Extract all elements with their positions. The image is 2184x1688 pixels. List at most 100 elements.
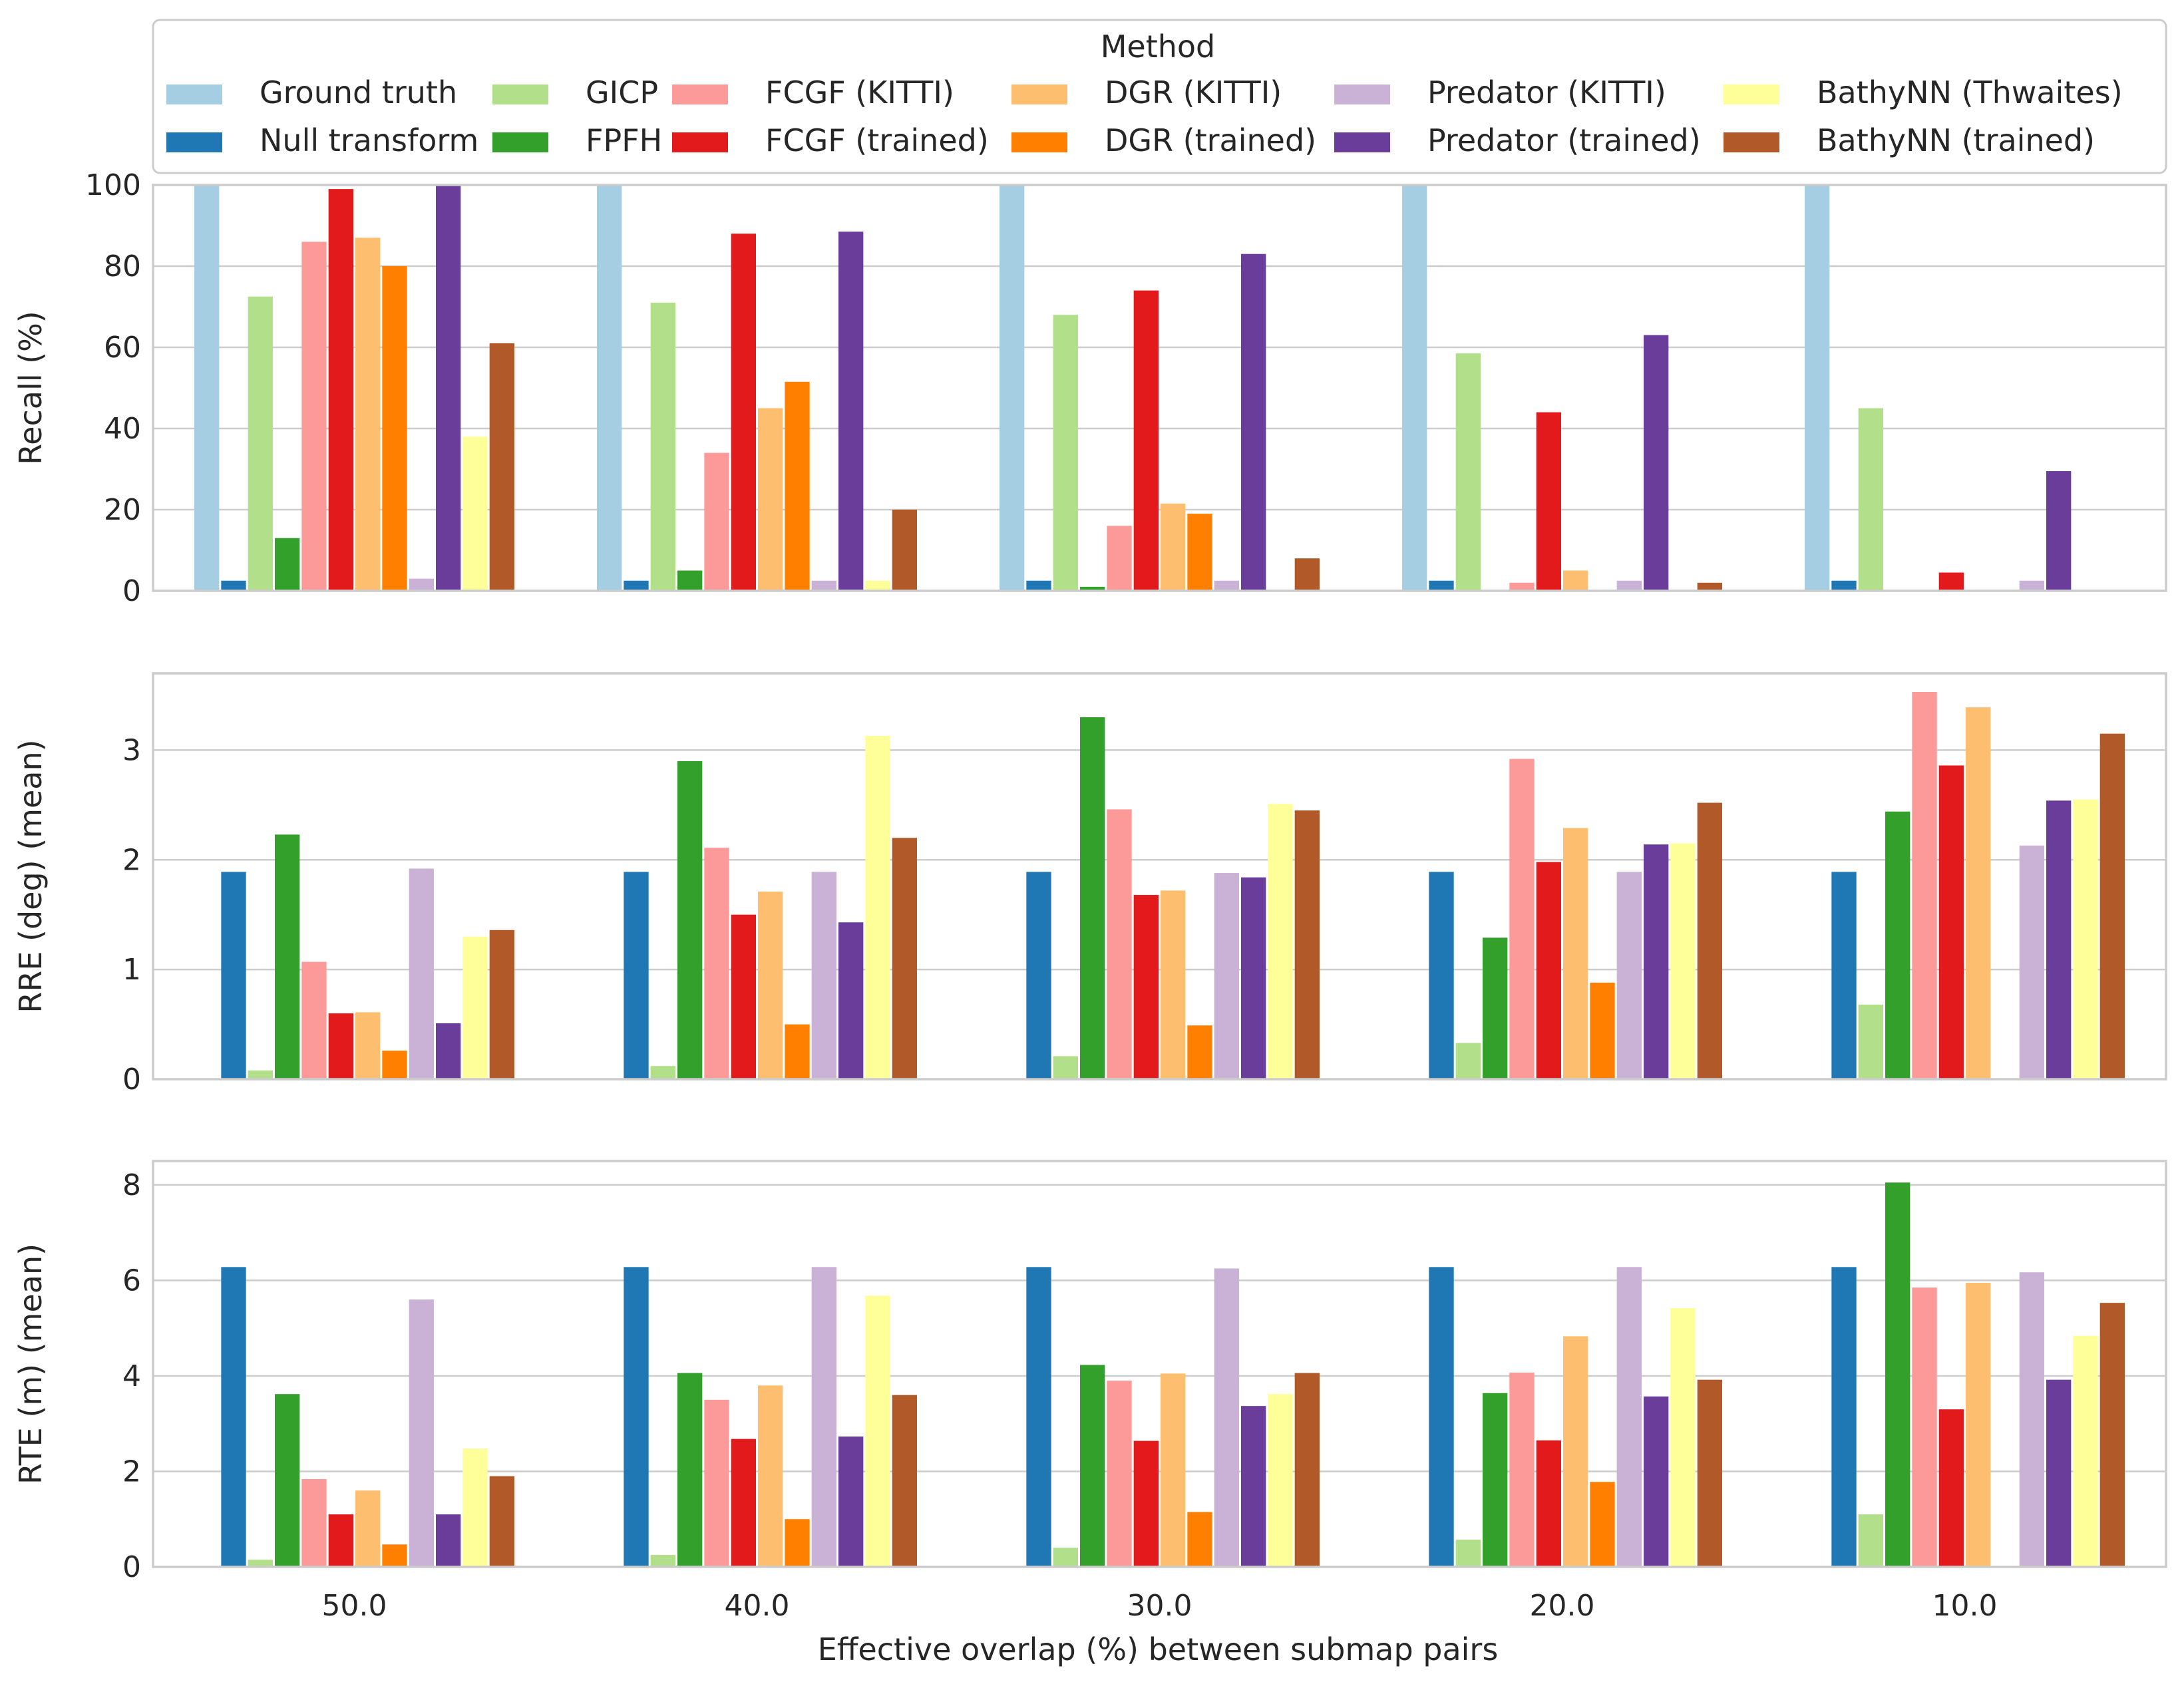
bar-null-transform-10.0 [1831,580,1857,591]
y-axis-title: RRE (deg) (mean) [13,739,49,1013]
bar-predator-kitti-10.0 [2019,1272,2044,1567]
bar-dgr-trained-50.0 [382,266,407,591]
bar-fpfh-30.0 [1080,717,1105,1079]
legend-swatch [166,132,222,152]
bar-predator-trained-20.0 [1644,844,1669,1079]
bar-fcgf-kitti-50.0 [301,242,327,591]
bar-fcgf-trained-10.0 [1938,572,1964,591]
bar-dgr-trained-20.0 [1590,982,1615,1079]
x-tick-label: 30.0 [1127,1589,1192,1623]
bar-gicp-40.0 [650,1555,675,1567]
bar-fcgf-trained-20.0 [1536,1440,1561,1567]
bar-predator-kitti-50.0 [409,578,434,591]
plot-frame [152,1160,2167,1568]
bar-bathynn-trained-10.0 [2099,733,2125,1079]
bar-fpfh-40.0 [677,1373,703,1567]
legend-label: GICP [586,75,658,110]
bar-bathynn-trained-30.0 [1294,810,1320,1079]
bar-predator-trained-50.0 [436,185,461,591]
bar-bathynn-thwaites-50.0 [462,1448,488,1567]
bar-bathynn-thwaites-50.0 [462,436,488,591]
bar-fcgf-kitti-40.0 [704,848,729,1079]
bar-bathynn-trained-20.0 [1697,802,1722,1079]
bar-fcgf-kitti-50.0 [301,961,327,1079]
x-axis: 50.0 40.0 30.0 20.0 10.0 Effective overlap (… [322,1589,1998,1667]
legend-item-fcgf-trained: FCGF (trained) [672,122,989,158]
bar-null-transform-30.0 [1026,580,1051,591]
bar-null-transform-20.0 [1429,580,1454,591]
bar-null-transform-50.0 [221,872,246,1079]
bar-ground-truth-10.0 [1805,185,1830,591]
bar-dgr-kitti-40.0 [758,892,783,1079]
bar-dgr-kitti-40.0 [758,1385,783,1567]
bar-null-transform-40.0 [624,872,649,1079]
bar-bathynn-trained-50.0 [489,1476,514,1567]
bar-predator-trained-40.0 [838,1436,864,1567]
y-tick-label: 1 [122,953,141,987]
bar-gicp-20.0 [1455,1540,1481,1567]
bar-gicp-40.0 [650,302,675,591]
legend-title: Method [1101,29,1216,65]
bar-bathynn-thwaites-20.0 [1670,843,1696,1079]
legend-label: FPFH [586,122,662,158]
bar-dgr-kitti-20.0 [1563,570,1588,591]
legend-swatch [166,84,222,104]
legend-item-ground-truth: Ground truth [166,75,457,110]
bar-dgr-kitti-30.0 [1161,503,1186,591]
bar-predator-kitti-20.0 [1616,872,1642,1079]
legend-item-bathynn-trained: BathyNN (trained) [1724,122,2095,158]
bar-null-transform-20.0 [1429,872,1454,1079]
bar-ground-truth-50.0 [194,185,220,591]
bar-fpfh-20.0 [1483,1393,1508,1567]
bar-dgr-kitti-10.0 [1966,707,1991,1079]
bar-bathynn-trained-40.0 [892,838,917,1079]
bar-gicp-40.0 [650,1066,675,1079]
plot-frame [152,184,2167,592]
bar-fcgf-kitti-10.0 [1912,1287,1937,1567]
legend-label: DGR (KITTI) [1105,75,1282,110]
bar-predator-trained-10.0 [2046,1379,2072,1567]
bar-fpfh-40.0 [677,570,703,591]
bar-dgr-kitti-30.0 [1161,890,1186,1079]
y-tick-label: 20 [104,493,141,527]
panel-rre-deg-mean: 0 1 2 3 RRE (deg) (mean) [13,672,2167,1097]
panel-recall: 0 20 40 60 80 100 Recall (%) [13,168,2167,608]
bar-fpfh-20.0 [1483,937,1508,1079]
legend-item-null-transform: Null transform [166,122,478,158]
bar-fcgf-trained-30.0 [1133,895,1159,1079]
bar-dgr-kitti-30.0 [1161,1373,1186,1567]
bar-bathynn-thwaites-40.0 [865,580,890,591]
bar-fcgf-trained-20.0 [1536,412,1561,591]
y-tick-label: 6 [122,1264,141,1297]
legend-swatch [1011,84,1067,104]
bar-ground-truth-20.0 [1402,185,1427,591]
bar-null-transform-10.0 [1831,1267,1857,1567]
bar-fcgf-kitti-20.0 [1509,1372,1535,1567]
bar-bathynn-trained-30.0 [1294,1373,1320,1567]
bar-dgr-kitti-10.0 [1966,1283,1991,1567]
legend-label: Predator (KITTI) [1427,75,1666,110]
bar-bathynn-thwaites-40.0 [865,735,890,1079]
bar-fcgf-kitti-40.0 [704,1399,729,1567]
x-tick-label: 20.0 [1530,1589,1595,1623]
bar-null-transform-40.0 [624,580,649,591]
bar-bathynn-trained-20.0 [1697,582,1722,591]
bar-null-transform-40.0 [624,1267,649,1567]
bar-predator-kitti-20.0 [1616,1267,1642,1567]
bar-fcgf-trained-10.0 [1938,1409,1964,1567]
legend-swatch [1724,132,1779,152]
bar-bathynn-trained-10.0 [2099,1303,2125,1567]
bar-predator-trained-20.0 [1644,1396,1669,1567]
panel-rte-m-mean: 0 2 4 6 8 RTE (m) (mean) [13,1160,2167,1584]
bar-bathynn-thwaites-20.0 [1670,1308,1696,1567]
bar-gicp-30.0 [1053,315,1078,591]
bar-gicp-50.0 [248,1070,273,1079]
bar-gicp-10.0 [1858,1514,1883,1567]
bar-null-transform-20.0 [1429,1267,1454,1567]
bar-gicp-50.0 [248,296,273,591]
x-tick-label: 40.0 [725,1589,790,1623]
bar-dgr-trained-50.0 [382,1051,407,1079]
bar-fpfh-10.0 [1885,811,1911,1079]
bar-bathynn-thwaites-30.0 [1268,804,1293,1079]
